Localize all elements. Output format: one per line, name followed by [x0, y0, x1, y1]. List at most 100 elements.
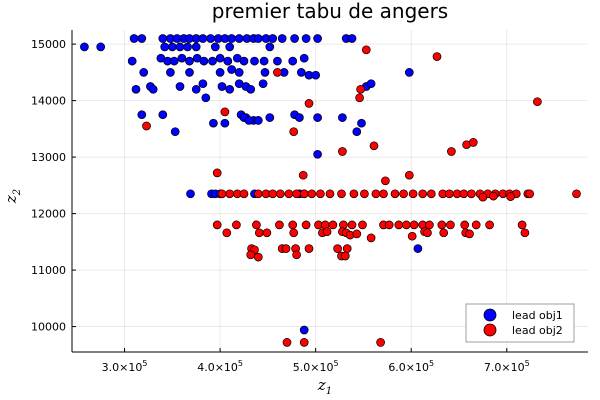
data-point	[148, 84, 158, 94]
data-point	[379, 189, 388, 199]
legend-marker-lead-obj1	[483, 308, 497, 322]
data-point	[360, 189, 369, 199]
data-point	[471, 220, 481, 230]
data-point	[259, 56, 269, 66]
data-point	[307, 189, 317, 199]
axes-frame	[71, 30, 588, 353]
data-point	[253, 252, 263, 262]
data-point	[275, 220, 284, 230]
data-point	[394, 220, 404, 230]
data-point	[338, 147, 347, 156]
legend: lead obj1 lead obj2	[465, 303, 575, 343]
data-point	[223, 56, 233, 66]
series-lead-obj2	[142, 45, 581, 347]
data-point	[139, 68, 149, 77]
data-point	[201, 93, 211, 103]
data-point	[277, 34, 287, 43]
data-point	[288, 220, 298, 230]
x-tick-label: 5.0×105	[293, 359, 339, 374]
data-point	[489, 191, 498, 201]
data-point	[413, 244, 423, 253]
data-point	[281, 244, 291, 253]
data-point	[437, 220, 447, 230]
tick-labels: 3.0×105 4.0×105 5.0×105 6.0×105 7.0×105 10000…	[31, 38, 530, 374]
data-point	[227, 34, 236, 43]
data-point	[246, 250, 256, 260]
data-point	[313, 34, 322, 43]
data-point	[460, 220, 470, 230]
data-point	[290, 34, 299, 43]
data-point	[206, 34, 215, 43]
data-point	[340, 251, 350, 261]
data-point	[185, 56, 194, 66]
data-point	[409, 220, 419, 230]
data-point	[273, 68, 282, 77]
data-point	[210, 42, 220, 52]
data-point	[408, 189, 418, 199]
x-axis-label-main: z	[317, 376, 326, 394]
data-point	[447, 147, 456, 156]
data-point	[418, 189, 428, 199]
data-point	[137, 110, 147, 120]
data-point	[129, 34, 139, 43]
data-point	[175, 42, 185, 52]
data-point	[220, 118, 230, 128]
y-tick-label: 10000	[31, 321, 66, 334]
data-point	[137, 34, 147, 43]
data-point	[167, 42, 177, 52]
data-point	[407, 231, 417, 241]
data-point	[160, 42, 170, 52]
data-point	[246, 84, 256, 94]
data-point	[234, 34, 244, 43]
data-point	[170, 127, 180, 137]
data-point	[183, 42, 192, 52]
data-point	[142, 121, 151, 131]
data-point	[225, 189, 235, 199]
data-point	[80, 42, 89, 52]
data-point	[191, 42, 201, 52]
data-point	[232, 220, 241, 230]
data-point	[273, 56, 282, 66]
data-point	[328, 220, 338, 230]
data-point	[254, 228, 264, 238]
data-point	[485, 220, 494, 230]
data-point	[244, 116, 254, 125]
data-point	[313, 113, 322, 122]
data-point	[299, 53, 309, 63]
data-point	[358, 220, 367, 230]
data-point	[217, 82, 227, 91]
y-axis-label: z2	[2, 189, 23, 204]
chart-title: premier tabu de angers	[212, 0, 448, 23]
data-point	[349, 189, 359, 199]
data-point	[322, 227, 332, 237]
data-point	[355, 93, 364, 103]
data-point	[198, 34, 208, 43]
data-point	[292, 250, 301, 260]
y-axis-label-subscript: 2	[12, 189, 23, 196]
data-point	[399, 189, 408, 199]
data-point	[175, 82, 185, 91]
data-point	[265, 42, 275, 52]
data-point	[467, 189, 476, 199]
data-point	[371, 189, 381, 199]
data-point	[426, 189, 436, 199]
data-point	[316, 189, 325, 199]
data-point	[289, 228, 299, 238]
data-point	[131, 84, 141, 94]
data-point	[199, 56, 209, 66]
data-point	[446, 220, 455, 230]
data-point	[425, 220, 434, 230]
y-tick-label: 15000	[31, 38, 66, 51]
legend-label-lead-obj2: lead obj2	[512, 324, 563, 337]
data-point	[158, 110, 168, 120]
y-tick-label: 14000	[31, 95, 66, 108]
data-point	[225, 42, 235, 52]
data-point	[299, 338, 309, 347]
data-point	[352, 229, 362, 239]
legend-box	[465, 303, 575, 343]
data-point	[262, 228, 272, 238]
data-point	[347, 34, 357, 43]
data-point	[572, 189, 581, 199]
x-axis-label-subscript: 1	[326, 386, 332, 397]
data-point	[361, 45, 371, 55]
